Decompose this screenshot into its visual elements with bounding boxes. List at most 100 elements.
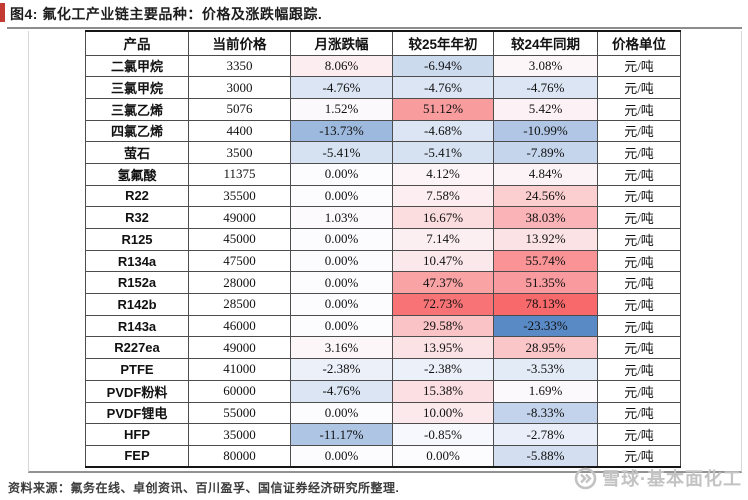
cell-monthly-change: -11.17%: [290, 423, 393, 446]
cell-monthly-change: 1.52%: [290, 97, 393, 121]
cell-monthly-change: 0.00%: [290, 162, 393, 186]
cell-monthly-change: 0.00%: [290, 314, 393, 338]
table-row: 氢氟酸 11375 0.00% 4.12% 4.84% 元/吨: [85, 162, 681, 186]
cell-unit: 元/吨: [597, 314, 681, 338]
cell-monthly-change: -13.73%: [290, 119, 393, 143]
cell-product: R134a: [85, 249, 189, 273]
cell-monthly-change: -2.38%: [290, 358, 393, 381]
table-row: 三氯甲烷 3000 -4.76% -4.76% -4.76% 元/吨: [85, 76, 681, 99]
cell-price: 3500: [188, 141, 291, 164]
cell-ytd-change: 0.00%: [392, 444, 494, 469]
cell-ytd-change: 29.58%: [392, 314, 494, 338]
table-row: R125 45000 0.00% 7.14% 13.92% 元/吨: [85, 228, 681, 251]
source-note: 资料来源：氟务在线、卓创资讯、百川盈孚、国信证券经济研究所整理.: [8, 481, 400, 495]
cell-ytd-change: -2.38%: [392, 358, 494, 381]
cell-monthly-change: 1.03%: [290, 206, 393, 229]
cell-product: R32: [85, 206, 189, 229]
cell-yoy-change: 5.42%: [493, 97, 598, 121]
cell-yoy-change: 13.92%: [493, 228, 598, 251]
chart-panel: [28, 31, 742, 473]
cell-yoy-change: -7.89%: [493, 141, 598, 164]
cell-price: 3000: [188, 76, 291, 99]
cell-ytd-change: 7.58%: [392, 184, 494, 208]
cell-yoy-change: 3.08%: [493, 54, 598, 78]
cell-yoy-change: -8.33%: [493, 401, 598, 425]
cell-product: R22: [85, 184, 189, 208]
column-header: 较25年年初: [392, 30, 494, 56]
accent-bar: [0, 3, 5, 22]
cell-unit: 元/吨: [597, 206, 681, 229]
table-body: 二氯甲烷 3350 8.06% -6.94% 3.08% 元/吨 三氯甲烷 3000 -4.76…: [85, 54, 681, 469]
cell-ytd-change: 51.12%: [392, 97, 494, 121]
cell-ytd-change: 16.67%: [392, 206, 494, 229]
cell-ytd-change: 47.37%: [392, 271, 494, 295]
table-row: R32 49000 1.03% 16.67% 38.03% 元/吨: [85, 206, 681, 229]
cell-monthly-change: 0.00%: [290, 228, 393, 251]
cell-unit: 元/吨: [597, 76, 681, 99]
cell-unit: 元/吨: [597, 444, 681, 469]
cell-product: HFP: [85, 423, 189, 446]
cell-yoy-change: -10.99%: [493, 119, 598, 143]
cell-price: 49000: [188, 206, 291, 229]
column-header: 较24年同期: [493, 30, 598, 56]
cell-unit: 元/吨: [597, 184, 681, 208]
cell-yoy-change: -2.78%: [493, 423, 598, 446]
table-row: PVDF粉料 60000 -4.76% 15.38% 1.69% 元/吨: [85, 379, 681, 403]
cell-ytd-change: 10.47%: [392, 249, 494, 273]
cell-product: 氢氟酸: [85, 162, 189, 186]
cell-monthly-change: 0.00%: [290, 293, 393, 316]
cell-ytd-change: 15.38%: [392, 379, 494, 403]
cell-monthly-change: -4.76%: [290, 76, 393, 99]
table-row: 三氯乙烯 5076 1.52% 51.12% 5.42% 元/吨: [85, 97, 681, 121]
cell-price: 4400: [188, 119, 291, 143]
title-divider: [7, 27, 742, 29]
cell-unit: 元/吨: [597, 336, 681, 360]
cell-product: PVDF粉料: [85, 379, 189, 403]
table-row: R134a 47500 0.00% 10.47% 55.74% 元/吨: [85, 249, 681, 273]
cell-product: FEP: [85, 444, 189, 469]
header-row: 产品 当前价格 月涨跌幅 较25年年初 较24年同期 价格单位: [85, 30, 681, 56]
cell-product: R125: [85, 228, 189, 251]
cell-product: 萤石: [85, 141, 189, 164]
table-row: 四氯乙烯 4400 -13.73% -4.68% -10.99% 元/吨: [85, 119, 681, 143]
cell-price: 35000: [188, 423, 291, 446]
cell-yoy-change: 24.56%: [493, 184, 598, 208]
cell-yoy-change: 4.84%: [493, 162, 598, 186]
cell-yoy-change: 78.13%: [493, 293, 598, 316]
cell-price: 60000: [188, 379, 291, 403]
cell-product: PTFE: [85, 358, 189, 381]
cell-yoy-change: -5.88%: [493, 444, 598, 469]
cell-product: 四氯乙烯: [85, 119, 189, 143]
cell-unit: 元/吨: [597, 119, 681, 143]
cell-yoy-change: -23.33%: [493, 314, 598, 338]
cell-product: R143a: [85, 314, 189, 338]
cell-price: 47500: [188, 249, 291, 273]
cell-unit: 元/吨: [597, 162, 681, 186]
cell-price: 55000: [188, 401, 291, 425]
table-header: 产品 当前价格 月涨跌幅 较25年年初 较24年同期 价格单位: [85, 30, 681, 56]
cell-monthly-change: 0.00%: [290, 444, 393, 469]
column-header: 月涨跌幅: [290, 30, 393, 56]
cell-price: 28000: [188, 271, 291, 295]
cell-ytd-change: -4.76%: [392, 76, 494, 99]
cell-monthly-change: 0.00%: [290, 184, 393, 208]
cell-unit: 元/吨: [597, 401, 681, 425]
cell-price: 80000: [188, 444, 291, 469]
column-header: 价格单位: [597, 30, 681, 56]
cell-ytd-change: -4.68%: [392, 119, 494, 143]
cell-ytd-change: 13.95%: [392, 336, 494, 360]
cell-price: 41000: [188, 358, 291, 381]
table-row: R142b 28500 0.00% 72.73% 78.13% 元/吨: [85, 293, 681, 316]
cell-price: 28500: [188, 293, 291, 316]
table-row: R152a 28000 0.00% 47.37% 51.35% 元/吨: [85, 271, 681, 295]
cell-yoy-change: 38.03%: [493, 206, 598, 229]
cell-ytd-change: -0.85%: [392, 423, 494, 446]
table-row: PVDF锂电 55000 0.00% 10.00% -8.33% 元/吨: [85, 401, 681, 425]
cell-yoy-change: 28.95%: [493, 336, 598, 360]
cell-monthly-change: 3.16%: [290, 336, 393, 360]
column-header: 产品: [85, 30, 189, 56]
cell-monthly-change: -4.76%: [290, 379, 393, 403]
cell-price: 35500: [188, 184, 291, 208]
cell-product: 三氯甲烷: [85, 76, 189, 99]
table-row: R143a 46000 0.00% 29.58% -23.33% 元/吨: [85, 314, 681, 338]
